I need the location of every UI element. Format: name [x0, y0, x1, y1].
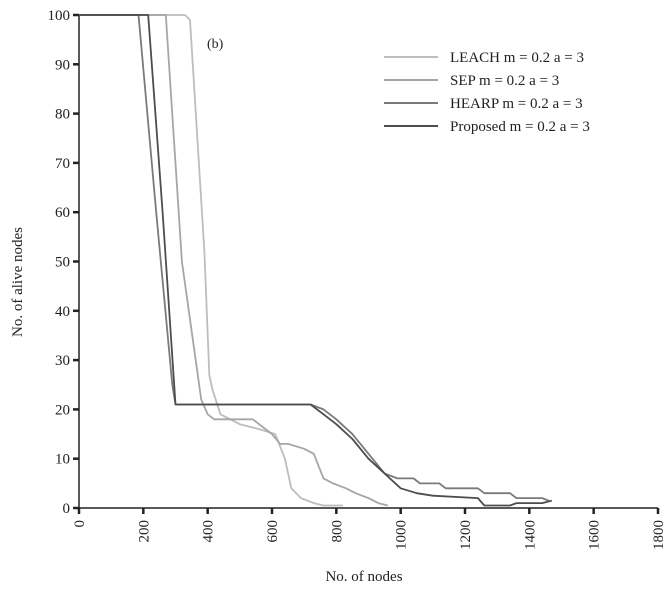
x-tick-label: 400: [201, 520, 217, 543]
y-tick-label: 30: [55, 353, 70, 369]
legend-label: SEP m = 0.2 a = 3: [450, 73, 559, 89]
legend-label: Proposed m = 0.2 a = 3: [450, 119, 590, 135]
y-tick-label: 10: [55, 452, 70, 468]
y-tick-label: 90: [55, 57, 70, 73]
x-tick-label: 1000: [394, 520, 410, 550]
y-axis-title: No. of alive nodes: [10, 227, 26, 337]
series-line-2: [79, 14, 389, 507]
x-tick-label: 600: [265, 520, 281, 543]
x-tick-label: 1200: [458, 520, 474, 550]
series-lines: [79, 14, 553, 507]
series-line-4: [79, 14, 553, 507]
y-tick-label: 0: [63, 501, 71, 517]
y-tick-label: 60: [55, 205, 70, 221]
y-tick-label: 100: [48, 8, 71, 24]
x-tick-label: 200: [136, 520, 152, 543]
y-tick-label: 20: [55, 402, 70, 418]
x-axis-title: No. of nodes: [325, 569, 402, 585]
x-tick-label: 1600: [587, 520, 603, 550]
x-tick-label: 800: [329, 520, 345, 543]
legend: LEACH m = 0.2 a = 3 SEP m = 0.2 a = 3 HEAR…: [384, 50, 590, 135]
y-tick-label: 50: [55, 255, 70, 271]
y-tick-label: 80: [55, 107, 70, 123]
x-tick-label: 0: [72, 520, 88, 528]
y-tick-label: 40: [55, 304, 70, 320]
legend-label: LEACH m = 0.2 a = 3: [450, 50, 584, 66]
series-line-1: [79, 14, 343, 507]
panel-label: (b): [207, 37, 224, 52]
y-tick-label: 70: [55, 156, 70, 172]
x-tick-label: 1800: [651, 520, 667, 550]
legend-label: HEARP m = 0.2 a = 3: [450, 96, 583, 112]
x-tick-label: 1400: [522, 520, 538, 550]
